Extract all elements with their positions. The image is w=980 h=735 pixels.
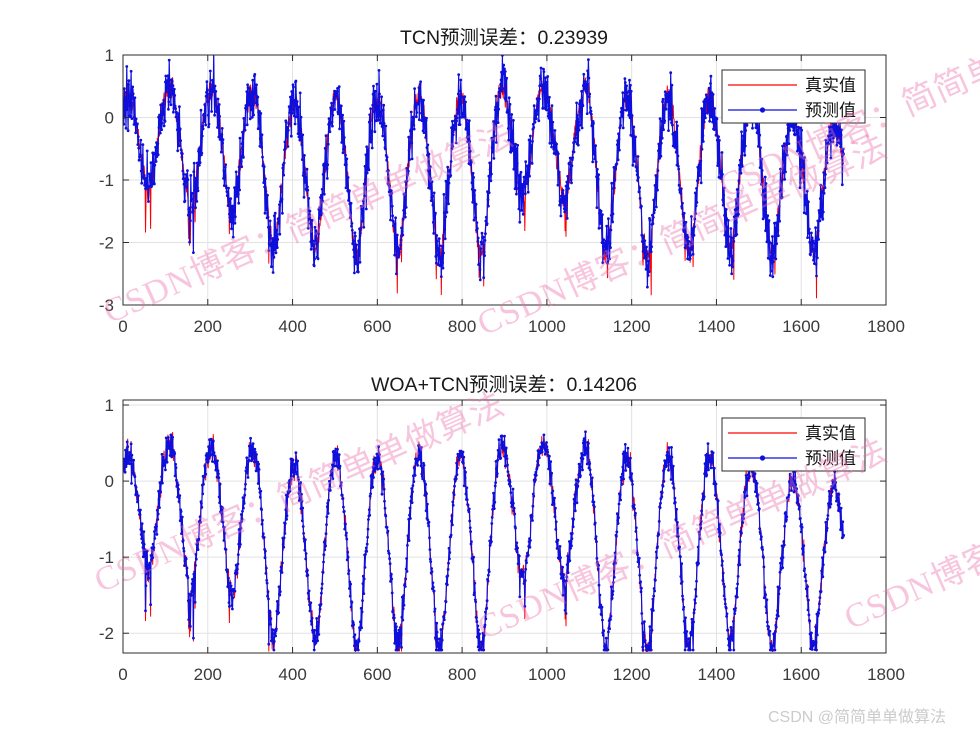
chart-title-woa-tcn: WOA+TCN预测误差：0.14206 xyxy=(371,374,637,396)
x-tick-label: 1200 xyxy=(613,665,651,684)
legend-sample-pred-marker xyxy=(759,107,766,113)
csdn-credit: CSDN @简简单单做算法 xyxy=(768,709,947,726)
y-tick-label: -1 xyxy=(99,548,114,567)
legend-sample-pred-marker xyxy=(759,455,766,461)
y-tick-label: 1 xyxy=(105,46,114,65)
x-tick-label: 200 xyxy=(194,317,222,336)
x-tick-label: 400 xyxy=(278,665,306,684)
x-tick-label: 0 xyxy=(118,317,127,336)
x-tick-label: 1800 xyxy=(867,317,905,336)
tcn-error-chart: TCN预测误差：0.23939 0 200 400 600 800 1000 1200 140… xyxy=(99,27,905,336)
x-tick-label: 1400 xyxy=(697,665,735,684)
chart-title-tcn: TCN预测误差：0.23939 xyxy=(400,27,608,49)
axes-box xyxy=(122,54,887,306)
x-tick-label: 1000 xyxy=(528,317,566,336)
legend-label-pred: 预测值 xyxy=(805,449,856,468)
y-tick-label: 1 xyxy=(105,396,114,415)
legend-label-pred: 预测值 xyxy=(805,101,856,120)
tick-labels: 0 200 400 600 800 1000 1200 1400 1600 1800 1 0 -1 -2 -… xyxy=(99,46,905,336)
x-tick-label: 400 xyxy=(278,317,306,336)
legend-box xyxy=(721,417,866,472)
x-tick-label: 0 xyxy=(118,665,127,684)
legend-box xyxy=(721,69,866,124)
predicted-value-line xyxy=(123,55,845,288)
x-tick-label: 200 xyxy=(194,665,222,684)
grid-lines xyxy=(122,400,887,653)
x-tick-label: 1000 xyxy=(528,665,566,684)
x-tick-label: 1600 xyxy=(782,665,820,684)
legend-label-true: 真实值 xyxy=(805,424,856,443)
series-layer xyxy=(123,55,846,299)
plot-area-woa-tcn: 0 200 400 600 800 1000 1200 1400 1600 1800 1 0 -1 -2 xyxy=(99,396,905,684)
y-tick-label: 0 xyxy=(105,472,114,491)
x-tick-label: 800 xyxy=(448,317,476,336)
x-tick-label: 1400 xyxy=(697,317,735,336)
y-tick-label: -2 xyxy=(99,233,114,252)
y-tick-label: -1 xyxy=(99,171,114,190)
woa-tcn-error-chart: WOA+TCN预测误差：0.14206 0 200 400 600 800 1000 120… xyxy=(99,374,905,684)
plot-area-tcn: 0 200 400 600 800 1000 1200 1400 1600 1800 1 0 -1 -2 -… xyxy=(99,46,905,336)
x-tick-label: 1200 xyxy=(613,317,651,336)
legend-label-true: 真实值 xyxy=(805,76,856,95)
axes-box xyxy=(122,399,887,654)
x-tick-label: 1600 xyxy=(782,317,820,336)
x-tick-label: 600 xyxy=(363,317,391,336)
x-tick-label: 600 xyxy=(363,665,391,684)
y-tick-label: 0 xyxy=(105,108,114,127)
x-tick-label: 1800 xyxy=(867,665,905,684)
legend-tcn: 真实值 预测值 xyxy=(721,69,866,124)
legend-woa-tcn: 真实值 预测值 xyxy=(721,417,866,472)
x-tick-label: 800 xyxy=(448,665,476,684)
y-tick-label: -2 xyxy=(99,624,114,643)
y-tick-label: -3 xyxy=(99,296,114,315)
tick-labels: 0 200 400 600 800 1000 1200 1400 1600 1800 1 0 -1 -2 xyxy=(99,396,905,684)
